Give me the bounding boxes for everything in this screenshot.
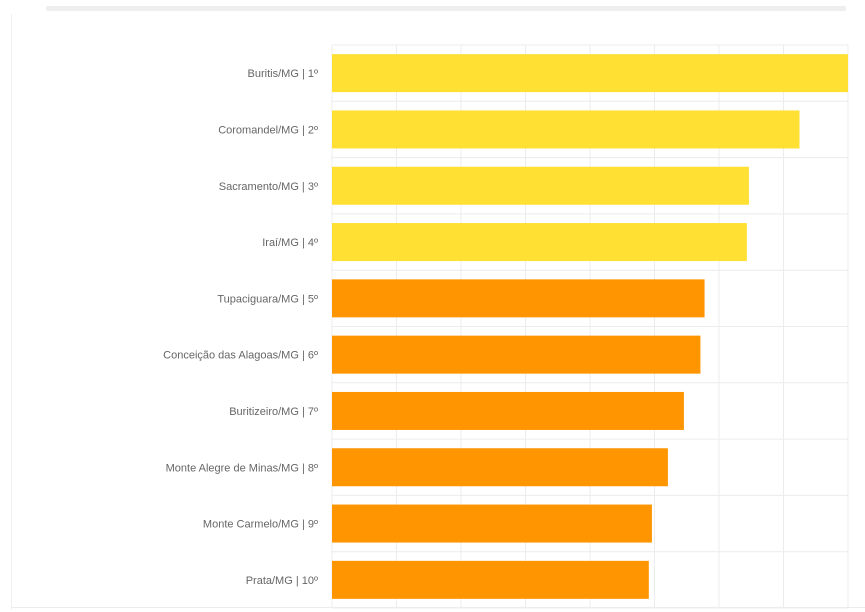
bar	[332, 279, 705, 318]
bar	[332, 110, 800, 149]
category-label: Iraí/MG | 4º	[262, 237, 318, 249]
bar	[332, 166, 749, 205]
frame-left-border	[11, 14, 12, 610]
category-label: Sacramento/MG | 3º	[219, 181, 318, 193]
category-label: Buritizeiro/MG | 7º	[229, 406, 318, 418]
bars	[332, 54, 848, 599]
bar	[332, 560, 649, 599]
bar	[332, 391, 684, 430]
category-label: Conceição das Alagoas/MG | 6º	[163, 350, 318, 362]
category-labels: Buritis/MG | 1º Coromandel/MG | 2º Sacrame…	[163, 68, 318, 587]
category-label: Buritis/MG | 1º	[248, 68, 318, 80]
category-label: Monte Carmelo/MG | 9º	[203, 519, 318, 531]
bar	[332, 335, 701, 374]
header-bar	[46, 6, 846, 11]
category-label: Tupaciguara/MG | 5º	[217, 293, 318, 305]
category-label: Prata/MG | 10º	[246, 575, 318, 587]
bar	[332, 504, 652, 543]
category-label: Monte Alegre de Minas/MG | 8º	[166, 462, 318, 474]
bar	[332, 223, 747, 262]
category-label: Coromandel/MG | 2º	[218, 124, 318, 136]
bar	[332, 54, 848, 93]
bar	[332, 448, 668, 487]
